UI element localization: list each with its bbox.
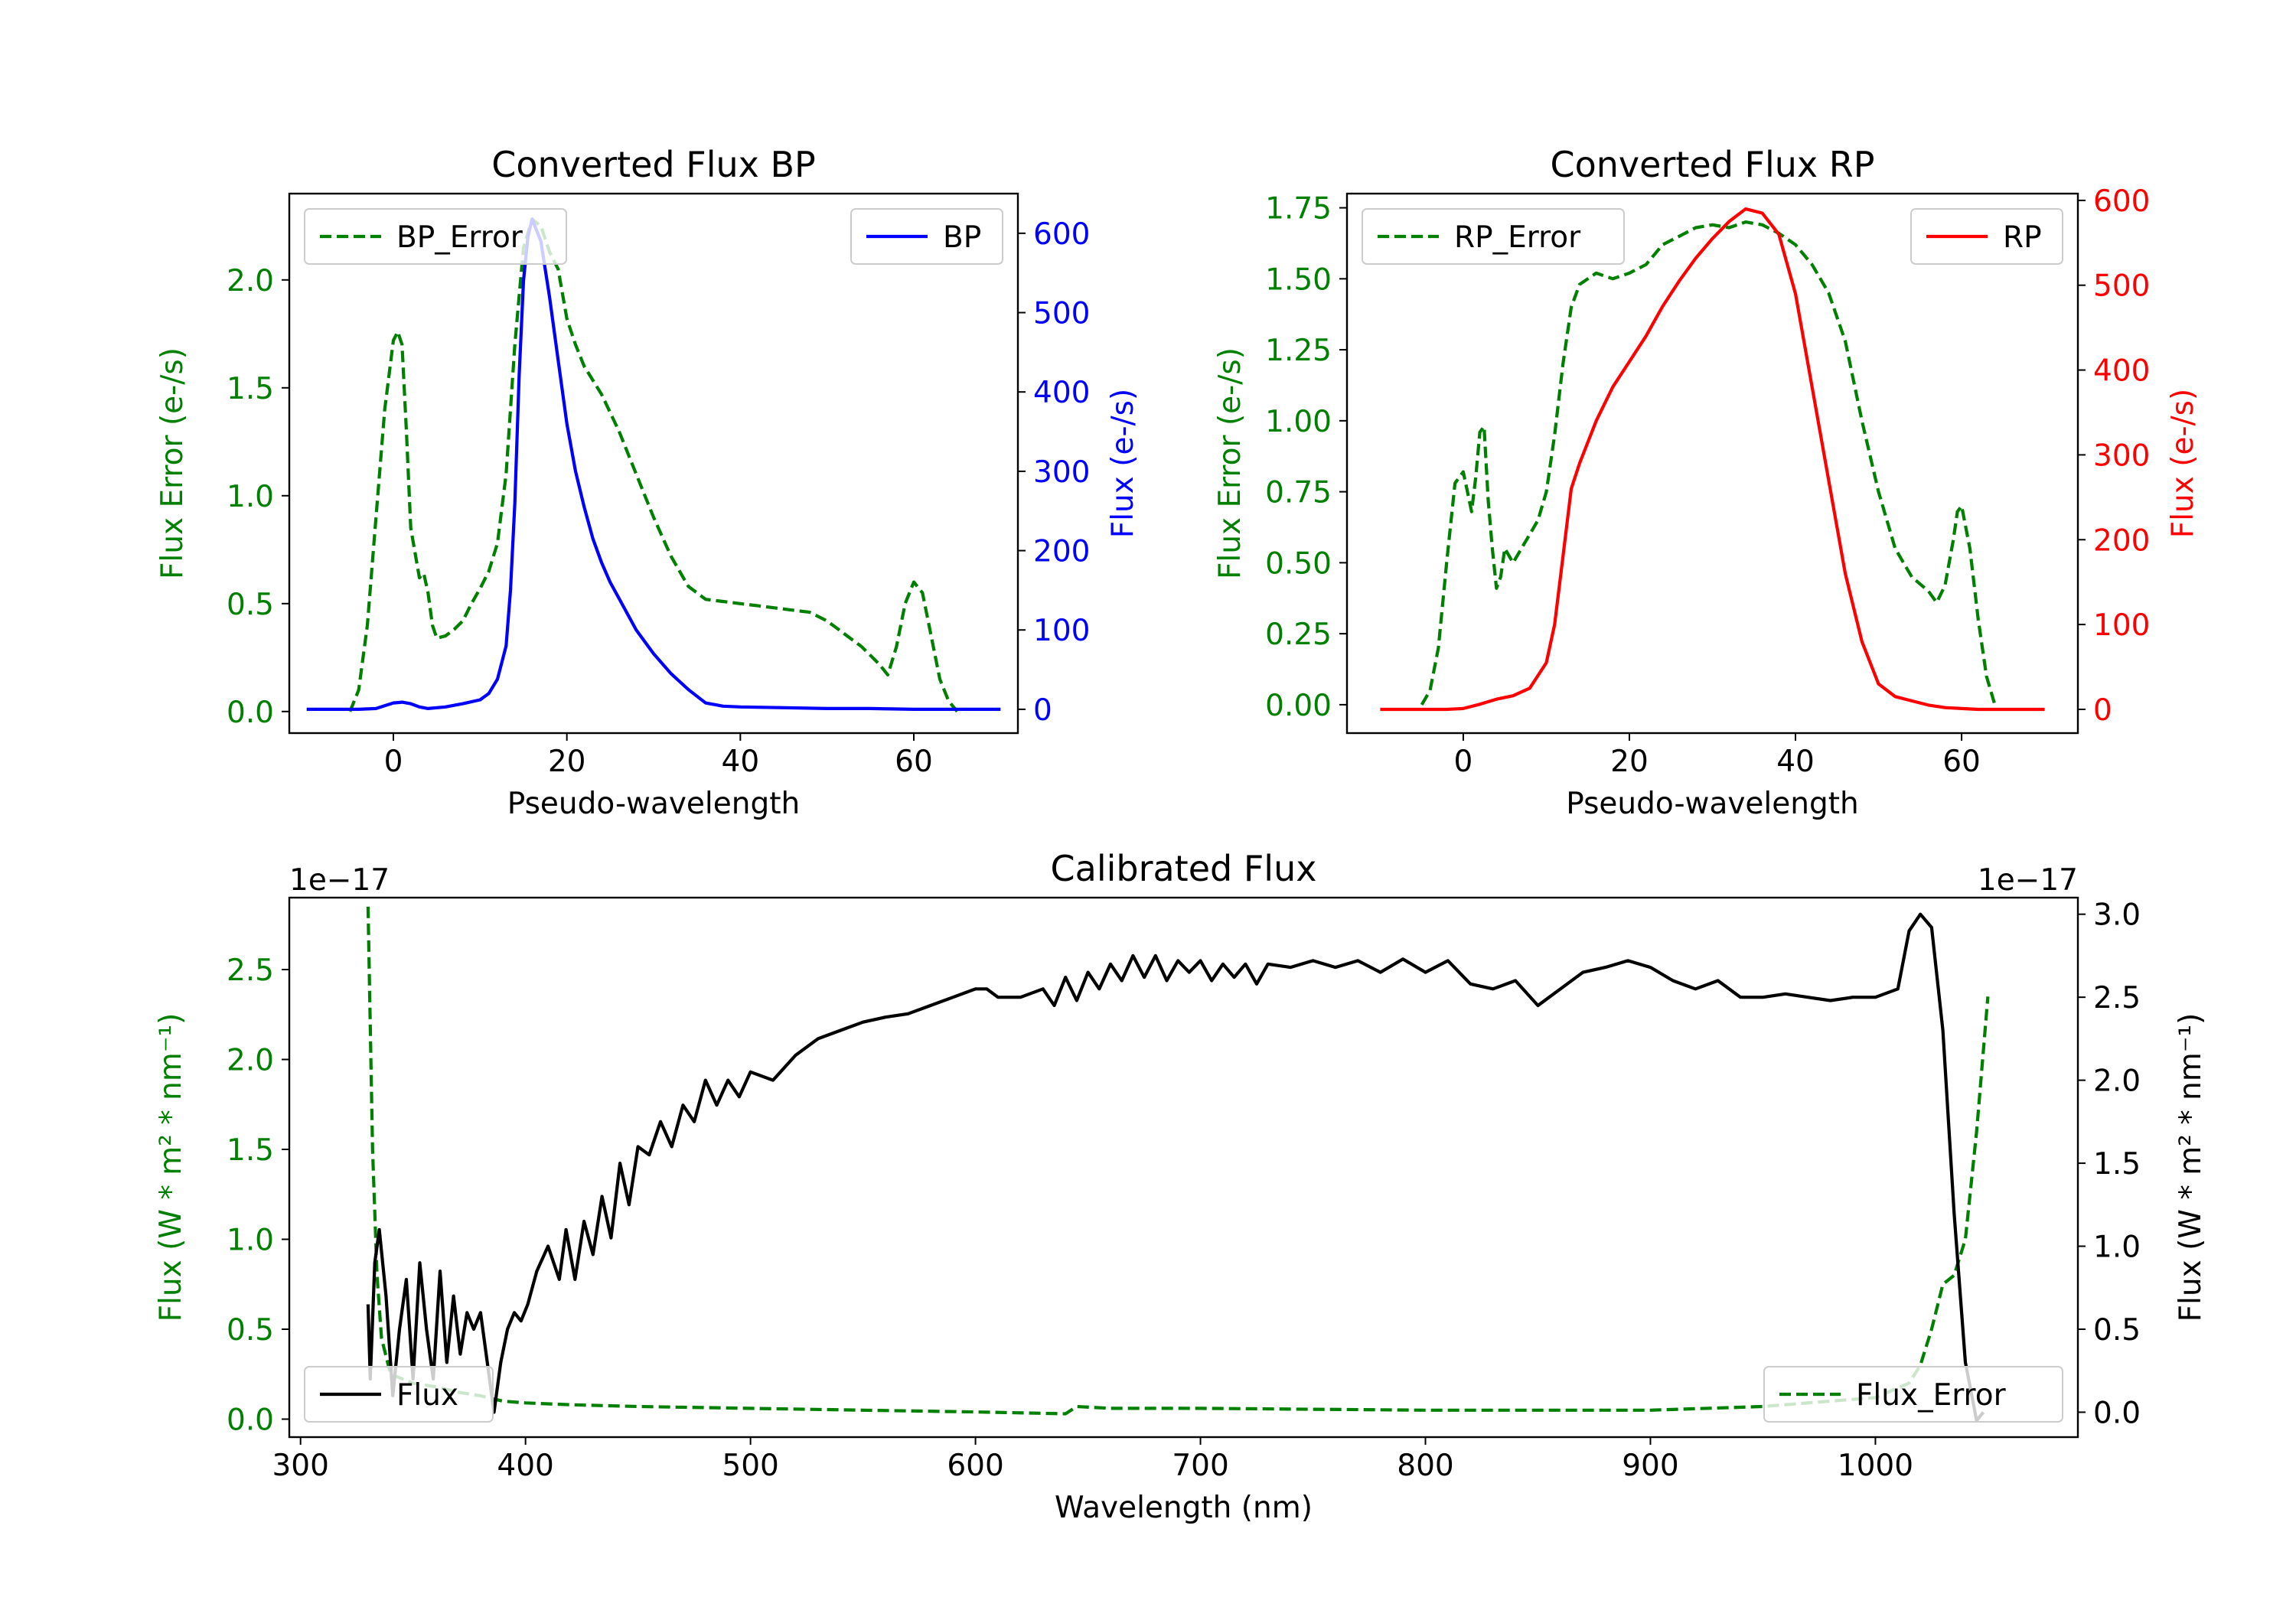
- y-right-tick-label: 1.0: [2093, 1231, 2141, 1265]
- y-right-tick-label: 0: [1033, 693, 1052, 728]
- y-right-tick-label: 0: [2093, 693, 2112, 728]
- y-right-axis-label: Flux (W * m² * nm⁻¹): [2174, 1013, 2208, 1322]
- y-right-tick-label: 300: [1033, 455, 1090, 490]
- series-rp: [1380, 207, 2045, 712]
- y-left-tick-label: 0.0: [227, 1403, 274, 1438]
- x-tick-label: 0: [384, 745, 403, 779]
- x-axis-label: Pseudo-wavelength: [507, 787, 800, 821]
- x-tick-label: 700: [1172, 1449, 1228, 1483]
- chart-3: 300 400 500 600 700 800 900 1000 0.0 0.5 1.0 1.5 2.0…: [154, 848, 2208, 1525]
- y-left-tick-label: 0.25: [1265, 618, 1332, 652]
- series-flux: [366, 912, 1985, 1423]
- x-tick-label: 1000: [1838, 1449, 1913, 1483]
- legend-label: BP_Error: [396, 220, 523, 255]
- series-bp-error: [348, 217, 959, 713]
- y-right-tick-label: 200: [1033, 535, 1090, 569]
- x-tick-label: 300: [272, 1449, 328, 1483]
- x-tick-label: 800: [1397, 1449, 1453, 1483]
- x-axis-label: Pseudo-wavelength: [1566, 787, 1858, 821]
- chart-2: 0 20 40 60 0.00 0.25 0.50 0.75 1.00 1.25 1.50 1.75 0…: [1213, 144, 2200, 821]
- y-left-tick-label: 0.50: [1265, 546, 1332, 581]
- y-left-tick-label: 1.25: [1265, 334, 1332, 368]
- y-right-tick-label: 0.0: [2093, 1396, 2141, 1430]
- y-left-tick-label: 2.0: [227, 264, 274, 298]
- y-right-tick-label: 300: [2093, 438, 2150, 473]
- x-tick-label: 40: [722, 745, 760, 779]
- legend-box: [304, 208, 567, 265]
- y-right-tick-label: 0.5: [2093, 1313, 2141, 1348]
- y-right-tick-label: 100: [2093, 608, 2150, 643]
- series-rp-error: [1420, 220, 1997, 706]
- legend-bp: BP: [850, 208, 1003, 265]
- x-tick-label: 0: [1454, 745, 1473, 779]
- plot-frame: [1345, 192, 2079, 735]
- y-right-tick-label: 100: [1033, 614, 1090, 648]
- legend-label: RP_Error: [1454, 220, 1581, 255]
- y-left-axis-label: Flux Error (e-/s): [155, 347, 190, 579]
- series-flux-error: [366, 906, 1990, 1416]
- legend-label: Flux: [396, 1378, 458, 1413]
- chart-title: Calibrated Flux: [1051, 848, 1317, 889]
- legend-box: [1763, 1366, 2063, 1423]
- x-axis-label: Wavelength (nm): [1055, 1491, 1313, 1525]
- y-right-tick-label: 600: [2093, 184, 2150, 219]
- legend-label: BP: [943, 220, 981, 255]
- x-tick-label: 600: [947, 1449, 1003, 1483]
- x-tick-label: 60: [895, 745, 933, 779]
- y-left-tick-label: 0.0: [227, 696, 274, 730]
- y-right-tick-label: 600: [1033, 217, 1090, 252]
- legend-flux-error: Flux_Error: [1763, 1366, 2063, 1423]
- y-left-tick-label: 1.0: [227, 480, 274, 514]
- series-bp: [306, 217, 1001, 712]
- plot-frame: [288, 896, 2079, 1439]
- y-left-tick-label: 2.0: [227, 1044, 274, 1078]
- y-right-tick-label: 400: [1033, 376, 1090, 410]
- y-left-axis-label: Flux (W * m² * nm⁻¹): [154, 1013, 188, 1322]
- y-right-tick-label: 200: [2093, 523, 2150, 558]
- chart-1: 0 20 40 60 0.0 0.5 1.0 1.5 2.0 0 100 200 300 400 500 60…: [155, 144, 1140, 821]
- legend-flux: Flux: [304, 1366, 494, 1423]
- plot-frame: [288, 192, 1019, 735]
- y-left-tick-label: 0.5: [227, 1313, 274, 1348]
- x-tick-label: 20: [1610, 745, 1649, 779]
- y-right-tick-label: 1.5: [2093, 1147, 2141, 1182]
- y-left-tick-label: 0.00: [1265, 689, 1332, 723]
- y-left-tick-label: 0.5: [227, 588, 274, 622]
- y-right-tick-label: 2.0: [2093, 1064, 2141, 1099]
- y-right-tick-label: 3.0: [2093, 898, 2141, 933]
- legend-box: [304, 1366, 494, 1423]
- x-tick-label: 60: [1942, 745, 1981, 779]
- y-left-tick-label: 1.75: [1265, 192, 1332, 227]
- y-right-tick-label: 500: [2093, 269, 2150, 304]
- y-right-tick-label: 500: [1033, 297, 1090, 331]
- chart-title: Converted Flux BP: [491, 144, 816, 185]
- x-tick-label: 20: [548, 745, 586, 779]
- y-left-tick-label: 1.5: [227, 372, 274, 406]
- legend-label: RP: [2003, 220, 2042, 255]
- x-tick-label: 40: [1776, 745, 1815, 779]
- x-tick-label: 500: [722, 1449, 778, 1483]
- legend-rp: RP: [1910, 208, 2063, 265]
- y-right-tick-label: 400: [2093, 354, 2150, 389]
- legend-bp-error: BP_Error: [304, 208, 567, 265]
- chart-title: Converted Flux RP: [1551, 144, 1875, 185]
- legend-label: Flux_Error: [1856, 1378, 2007, 1413]
- y-left-tick-label: 1.0: [227, 1224, 274, 1258]
- legend-box: [1362, 208, 1625, 265]
- y-left-tick-label: 2.5: [227, 953, 274, 988]
- y-left-axis-label: Flux Error (e-/s): [1213, 347, 1247, 579]
- y-left-tick-label: 1.5: [227, 1133, 274, 1168]
- offset-text-right: 1e−17: [1978, 863, 2078, 898]
- y-left-tick-label: 1.00: [1265, 405, 1332, 439]
- y-right-tick-label: 2.5: [2093, 981, 2141, 1015]
- offset-text-left: 1e−17: [289, 863, 390, 898]
- y-left-tick-label: 0.75: [1265, 476, 1332, 510]
- y-left-tick-label: 1.50: [1265, 262, 1332, 297]
- x-tick-label: 400: [497, 1449, 553, 1483]
- legend-rp-error: RP_Error: [1362, 208, 1625, 265]
- x-tick-label: 900: [1622, 1449, 1678, 1483]
- y-right-axis-label: Flux (e-/s): [2166, 389, 2200, 538]
- y-right-axis-label: Flux (e-/s): [1106, 389, 1140, 538]
